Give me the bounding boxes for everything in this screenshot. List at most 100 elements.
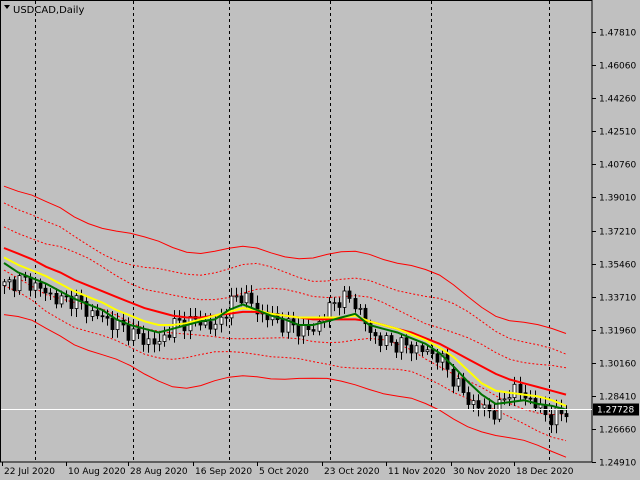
envelope-line	[3, 185, 567, 334]
candle-body	[280, 319, 285, 333]
candle-body	[17, 275, 22, 292]
y-tick-label: 1.35460	[599, 261, 636, 271]
candle-body	[296, 324, 301, 337]
x-tick-label: 22 Jul 2020	[4, 467, 55, 477]
x-tick-label: 16 Sep 2020	[195, 467, 252, 477]
candle-body	[358, 307, 363, 310]
candle-body	[146, 338, 151, 345]
candle-body	[507, 397, 512, 400]
candle-body	[131, 328, 136, 341]
candle-body	[152, 338, 157, 345]
y-tick-label: 1.24910	[599, 459, 636, 469]
candle-body	[110, 317, 115, 330]
candle-body	[425, 349, 430, 353]
candle-body	[90, 310, 95, 317]
candle-body	[7, 279, 12, 283]
candle-body	[115, 319, 120, 330]
candle-body	[286, 318, 291, 333]
x-tick-label: 10 Aug 2020	[68, 467, 126, 477]
candle-body	[435, 353, 440, 363]
y-tick-label: 1.31960	[599, 327, 636, 337]
y-tick-label: 1.47810	[599, 29, 636, 39]
chart-title: USDCAD,Daily	[13, 5, 84, 16]
candle-body	[33, 282, 38, 291]
candle-body	[224, 316, 229, 319]
candle-body	[239, 295, 244, 304]
candle-body	[48, 292, 53, 295]
candle-body	[528, 397, 533, 400]
candle-body	[43, 287, 48, 294]
candle-body	[74, 295, 79, 309]
candle-body	[564, 413, 569, 418]
candle-body	[249, 292, 254, 304]
x-tick-label: 18 Dec 2020	[516, 467, 574, 477]
y-tick-label: 1.28410	[599, 393, 636, 403]
candle-body	[512, 383, 517, 398]
candle-body	[430, 349, 435, 355]
candle-body	[157, 341, 162, 345]
candle-body	[100, 315, 105, 318]
candle-body	[28, 276, 33, 291]
candle-body	[389, 335, 394, 343]
candle-body	[554, 407, 559, 426]
candle-body	[549, 414, 554, 426]
ma-mid-line	[3, 256, 567, 407]
candle-body	[2, 281, 7, 286]
x-tick-label: 28 Aug 2020	[130, 467, 188, 477]
candle-body	[347, 290, 352, 299]
current-price-label: 1.27728	[597, 406, 634, 416]
candle-body	[12, 279, 17, 292]
candle-body	[404, 337, 409, 346]
ma-slow-line	[3, 247, 567, 396]
candle-body	[502, 398, 507, 401]
candle-body	[136, 328, 141, 334]
candle-body	[476, 400, 481, 409]
candle-body	[482, 404, 487, 409]
candle-body	[54, 293, 59, 305]
y-tick-label: 1.37210	[599, 228, 636, 238]
candle-body	[177, 318, 182, 321]
candle-body	[373, 332, 378, 337]
candle-body	[162, 334, 167, 342]
candle-body	[219, 316, 224, 325]
y-tick-label: 1.30160	[599, 360, 636, 370]
candle-body	[38, 282, 43, 289]
candle-body	[420, 345, 425, 353]
current-price-box	[593, 403, 639, 416]
candle-body	[456, 378, 461, 387]
y-tick-label: 1.33710	[599, 294, 636, 304]
candle-body	[337, 302, 342, 308]
candle-body	[301, 324, 306, 337]
candle-body	[409, 344, 414, 354]
candle-body	[466, 392, 471, 405]
candle-body	[363, 307, 368, 325]
candle-body	[229, 295, 234, 319]
candle-body	[141, 333, 146, 345]
candle-body	[342, 290, 347, 308]
candle-body	[394, 341, 399, 353]
candle-body	[384, 335, 389, 346]
candle-body	[414, 345, 419, 354]
y-tick-label: 1.42510	[599, 128, 636, 138]
candle-body	[167, 334, 172, 338]
candle-body	[451, 368, 456, 387]
candle-body	[84, 301, 89, 317]
envelope-line	[3, 202, 567, 355]
candle-body	[378, 335, 383, 346]
candle-body	[353, 298, 358, 310]
candle-body	[368, 323, 373, 333]
candle-body	[332, 302, 337, 305]
candle-body	[399, 337, 404, 353]
candle-body	[317, 321, 322, 332]
y-tick-label: 1.40760	[599, 161, 636, 171]
candle-body	[311, 329, 316, 332]
envelope-line	[3, 314, 567, 458]
x-tick-label: 30 Nov 2020	[453, 467, 511, 477]
candle-body	[105, 316, 110, 319]
ma-fast-line	[3, 262, 567, 411]
candle-body	[59, 295, 64, 305]
candle-body	[492, 410, 497, 420]
y-tick-label: 1.44260	[599, 95, 636, 105]
